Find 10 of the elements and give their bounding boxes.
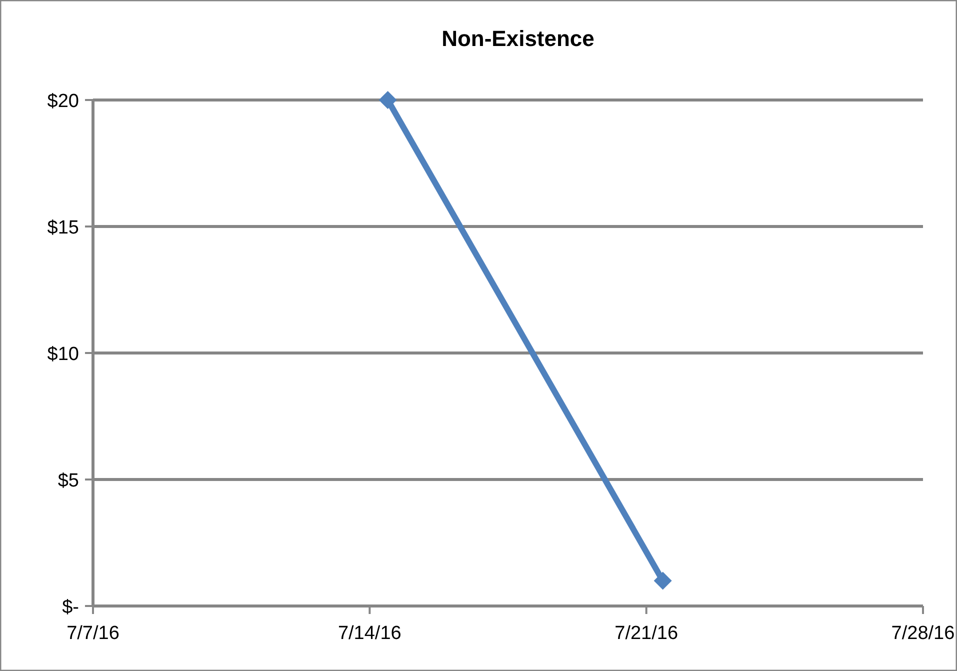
- x-tick-label: 7/7/16: [66, 623, 120, 644]
- y-tick-label: $-: [62, 597, 79, 618]
- x-tick-label: 7/28/16: [891, 623, 955, 644]
- y-tick-label: $20: [47, 91, 79, 112]
- y-tick-label: $15: [47, 218, 79, 238]
- y-tick-label: $10: [47, 344, 79, 365]
- chart-title: Non-Existence: [442, 26, 594, 51]
- y-tick-label: $5: [58, 470, 79, 492]
- x-tick-label: 7/14/16: [338, 623, 402, 644]
- x-tick-label: 7/21/16: [614, 623, 678, 644]
